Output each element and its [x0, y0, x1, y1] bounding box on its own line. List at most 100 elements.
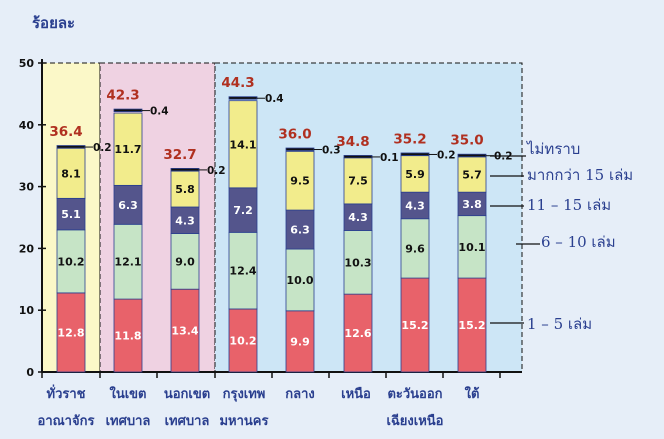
- category-label-line1: กลาง: [285, 387, 315, 402]
- bar-segment: [170, 288, 200, 373]
- segment-value-label: 12.1: [114, 256, 141, 269]
- segment-value-label: 12.8: [57, 326, 84, 339]
- category-label-line2: เทศบาล: [106, 414, 151, 429]
- bar-segment: [113, 223, 143, 300]
- category-label-line2: มหานคร: [219, 414, 268, 429]
- segment-value-label: 15.2: [401, 319, 428, 332]
- segment-value-label: 5.7: [462, 169, 482, 182]
- total-value-label: 42.3: [106, 88, 139, 104]
- y-tick-label: 30: [19, 181, 35, 194]
- bar-segment: [170, 206, 200, 234]
- segment-value-label: 15.2: [458, 319, 485, 332]
- bar-segment: [228, 187, 258, 233]
- segment-value-label: 10.2: [229, 334, 256, 347]
- bar-segment: [228, 100, 258, 189]
- bar-segment: [228, 96, 258, 100]
- segment-value-label: 6.3: [118, 199, 138, 212]
- y-tick-label: 20: [19, 242, 35, 255]
- segment-value-label: 3.8: [462, 198, 482, 211]
- unknown-value-label: 0.2: [437, 149, 456, 161]
- y-tick-label: 0: [26, 366, 34, 379]
- y-axis-title: ร้อยละ: [32, 14, 75, 32]
- bars: [56, 96, 487, 373]
- category-label-line2: เฉียงเหนือ: [387, 413, 444, 429]
- bar-segment: [170, 168, 200, 172]
- category-label-line1: กรุงเทพ: [223, 387, 266, 402]
- segment-value-label: 11.7: [114, 143, 141, 156]
- category-label: เหนือ: [341, 386, 371, 402]
- unknown-value-label: 0.2: [207, 165, 226, 177]
- category-label-line1: ในเขต: [109, 385, 146, 402]
- category-label-line1: ใต้: [465, 385, 480, 402]
- unknown-value-label: 0.4: [150, 106, 169, 118]
- bar-segment: [343, 293, 373, 373]
- total-value-label: 35.2: [393, 131, 426, 147]
- bar-segment: [113, 184, 143, 225]
- bar-segment: [228, 231, 258, 310]
- segment-value-label: 9.6: [405, 242, 425, 255]
- category-label-line2: เทศบาล: [165, 414, 210, 429]
- segment-value-label: 10.1: [458, 241, 485, 254]
- segment-value-label: 9.9: [290, 335, 310, 348]
- bar-segment: [56, 147, 86, 199]
- bar-segment: [343, 155, 373, 159]
- segment-value-label: 5.1: [61, 208, 81, 221]
- bar-segment: [457, 153, 487, 158]
- total-value-label: 35.0: [450, 133, 483, 149]
- segment-value-label: 9.0: [175, 255, 195, 268]
- bar-segment: [285, 248, 315, 312]
- segment-value-label: 5.9: [405, 168, 425, 181]
- segment-value-label: 11.8: [114, 330, 141, 343]
- bar-segment: [343, 203, 373, 231]
- bar-segment: [457, 215, 487, 279]
- total-value-label: 44.3: [221, 75, 254, 91]
- segment-value-label: 7.5: [348, 175, 368, 188]
- bar-segment: [113, 112, 143, 186]
- unknown-value-label: 0.2: [93, 142, 112, 154]
- bar-segment: [400, 277, 430, 373]
- segment-value-label: 7.2: [233, 204, 253, 217]
- bar-segment: [56, 145, 86, 149]
- legend-entry: 6 – 10 เล่ม: [541, 233, 616, 251]
- category-label-line1: ตะวันออก: [387, 387, 442, 402]
- bar-segment: [285, 147, 315, 151]
- y-tick-label: 10: [19, 304, 35, 317]
- bar-segment: [400, 218, 430, 279]
- bar-segment: [56, 229, 86, 294]
- legend-entry: มากกว่า 15 เล่ม: [527, 166, 633, 184]
- bar-segment: [285, 209, 315, 250]
- category-labels: ทั่วราชอาณาจักรในเขตเทศบาลนอกเขตเทศบาลกร…: [38, 384, 480, 429]
- bar-segment: [400, 152, 430, 156]
- segment-value-label: 10.0: [286, 274, 313, 287]
- bar-segment: [343, 157, 373, 205]
- y-tick-label: 40: [19, 119, 35, 132]
- category-label: กลาง: [285, 387, 315, 402]
- bar-segment: [56, 292, 86, 373]
- category-label-line2: อาณาจักร: [38, 414, 95, 429]
- bar-segment: [285, 150, 315, 211]
- segment-value-label: 12.6: [344, 327, 371, 340]
- segment-value-label: 10.3: [344, 256, 371, 269]
- total-value-label: 36.0: [278, 127, 311, 143]
- total-value-label: 36.4: [49, 124, 82, 140]
- bar-segment: [113, 108, 143, 112]
- category-label-line1: ทั่วราช: [47, 384, 86, 402]
- unknown-value-label: 0.4: [265, 93, 284, 105]
- legend-entry: 11 – 15 เล่ม: [527, 196, 611, 214]
- segment-value-label: 14.1: [229, 138, 256, 151]
- segment-value-label: 5.8: [175, 183, 195, 196]
- category-label-line1: เหนือ: [341, 386, 371, 402]
- legend-entry: 1 – 5 เล่ม: [527, 315, 592, 333]
- segment-value-label: 4.3: [405, 199, 425, 212]
- segment-value-label: 6.3: [290, 224, 310, 237]
- segment-value-label: 12.4: [229, 265, 256, 278]
- unknown-value-label: 0.2: [494, 151, 513, 163]
- unknown-value-label: 0.1: [380, 152, 399, 164]
- unknown-value-label: 0.3: [322, 145, 341, 157]
